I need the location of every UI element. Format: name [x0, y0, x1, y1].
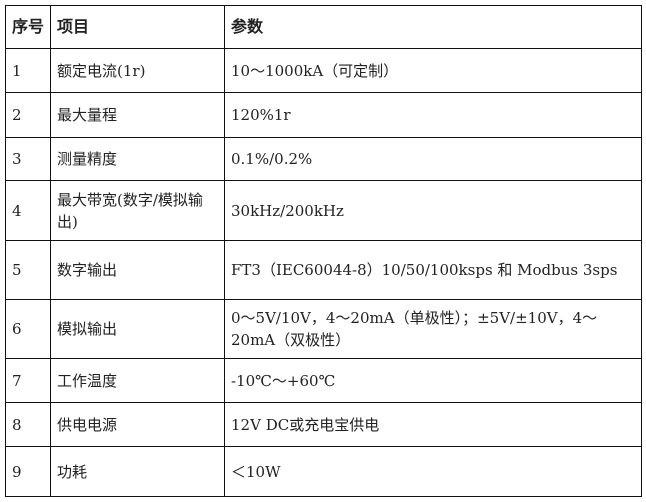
row-item: 最大量程	[50, 92, 225, 138]
table-row: 8 供电电源 12V DC或充电宝供电	[5, 402, 642, 447]
spec-table: 序号 项目 参数 1 额定电流(1r) 10～1000kA（可定制） 2 最大量…	[5, 5, 642, 497]
row-item: 功耗	[50, 446, 225, 497]
table-row: 6 模拟输出 0～5V/10V，4～20mA（单极性）；±5V/±10V，4～2…	[5, 299, 642, 359]
row-param: 120%1r	[224, 92, 642, 138]
table-row: 2 最大量程 120%1r	[5, 92, 642, 138]
row-item: 测量精度	[50, 137, 225, 181]
row-item: 工作温度	[50, 358, 225, 403]
row-index: 2	[5, 92, 51, 138]
row-item: 模拟输出	[50, 299, 225, 359]
row-index: 6	[5, 299, 51, 359]
row-param: 30kHz/200kHz	[224, 180, 642, 241]
row-param: FT3（IEC60044-8）10/50/100ksps 和 Modbus 3s…	[224, 240, 642, 300]
table-row: 1 额定电流(1r) 10～1000kA（可定制）	[5, 48, 642, 93]
row-index: 3	[5, 137, 51, 181]
header-param: 参数	[224, 5, 642, 49]
row-param: -10℃～+60℃	[224, 358, 642, 403]
row-index: 8	[5, 402, 51, 447]
row-param: 12V DC或充电宝供电	[224, 402, 642, 447]
row-param: 0～5V/10V，4～20mA（单极性）；±5V/±10V，4～20mA（双极性…	[224, 299, 642, 359]
row-index: 9	[5, 446, 51, 497]
table-row: 7 工作温度 -10℃～+60℃	[5, 358, 642, 403]
table-row: 9 功耗 ＜10W	[5, 446, 642, 497]
row-item: 数字输出	[50, 240, 225, 300]
table-row: 5 数字输出 FT3（IEC60044-8）10/50/100ksps 和 Mo…	[5, 240, 642, 300]
row-param: ＜10W	[224, 446, 642, 497]
row-item: 额定电流(1r)	[50, 48, 225, 93]
header-row: 序号 项目 参数	[5, 5, 642, 49]
table-row: 4 最大带宽(数字/模拟输出) 30kHz/200kHz	[5, 180, 642, 241]
row-index: 7	[5, 358, 51, 403]
table-row: 3 测量精度 0.1%/0.2%	[5, 137, 642, 181]
row-item: 最大带宽(数字/模拟输出)	[50, 180, 225, 241]
row-item: 供电电源	[50, 402, 225, 447]
row-index: 1	[5, 48, 51, 93]
header-index: 序号	[5, 5, 51, 49]
row-index: 4	[5, 180, 51, 241]
row-param: 10～1000kA（可定制）	[224, 48, 642, 93]
row-index: 5	[5, 240, 51, 300]
row-param: 0.1%/0.2%	[224, 137, 642, 181]
header-item: 项目	[50, 5, 225, 49]
